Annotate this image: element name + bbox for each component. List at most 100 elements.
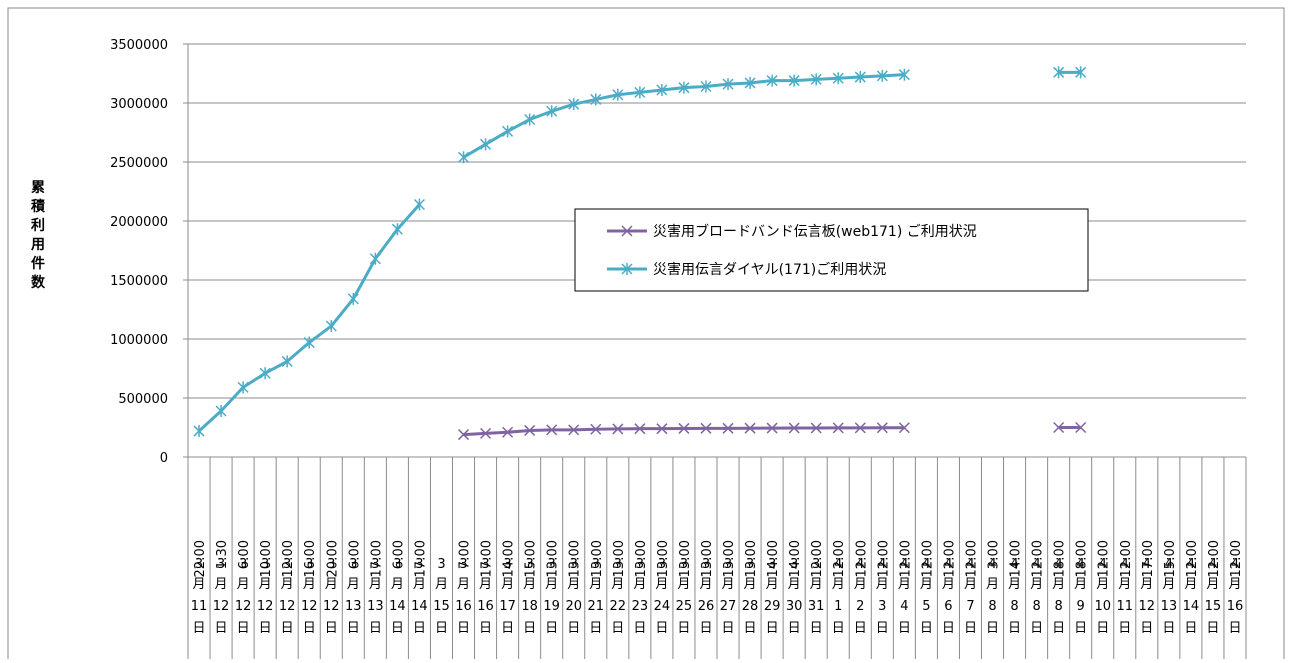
x-tick-day-suffix: 日 xyxy=(237,621,250,636)
data-point xyxy=(656,84,668,97)
x-tick-time-label: 12:00 xyxy=(854,540,869,577)
x-tick-month-suffix: 月 xyxy=(722,577,735,592)
data-point xyxy=(612,423,624,435)
data-point xyxy=(281,355,293,368)
x-tick-month-number: 4 xyxy=(1165,557,1173,572)
data-point-stroke xyxy=(876,422,888,434)
data-point xyxy=(810,422,822,434)
x-tick-time-label: 3:00 xyxy=(987,540,1002,569)
x-tick-day-suffix: 日 xyxy=(1096,621,1109,636)
data-point-stroke xyxy=(810,422,822,434)
x-tick-day-suffix: 日 xyxy=(1184,621,1197,636)
data-point xyxy=(303,336,315,349)
x-tick-month-suffix: 月 xyxy=(788,577,801,592)
data-point xyxy=(480,138,492,151)
data-point xyxy=(237,381,249,394)
x-tick-time-label: 12:00 xyxy=(898,540,913,577)
x-axis: 22:003月11日1:303月12日6:003月12日10:003月12日12… xyxy=(187,456,1247,659)
legend-box xyxy=(574,208,1089,292)
data-point xyxy=(457,429,470,441)
x-tick-day-number: 8 xyxy=(1010,599,1018,614)
x-tick-month-suffix: 月 xyxy=(237,577,250,592)
y-axis-label-char: 累 xyxy=(31,180,45,196)
x-tick-month-number: 3 xyxy=(702,557,710,572)
data-point-stroke xyxy=(898,422,910,434)
x-tick-day-suffix: 日 xyxy=(1162,621,1175,636)
x-tick-time-label: 13:00 xyxy=(546,540,561,577)
data-point xyxy=(678,81,690,94)
x-tick-month-suffix: 月 xyxy=(766,577,779,592)
x-tick-month-suffix: 月 xyxy=(964,577,977,592)
data-point xyxy=(347,292,359,305)
x-tick-month-number: 3 xyxy=(658,557,666,572)
x-tick-day-suffix: 日 xyxy=(832,621,845,636)
x-tick-month-number: 4 xyxy=(1099,557,1107,572)
x-tick-day-number: 7 xyxy=(966,599,974,614)
data-point xyxy=(876,422,888,434)
x-tick-day-suffix: 日 xyxy=(259,621,272,636)
x-tick-month-suffix: 月 xyxy=(413,577,426,592)
x-tick-month-suffix: 月 xyxy=(479,577,492,592)
y-axis-label-char: 利 xyxy=(31,217,45,234)
data-point xyxy=(788,422,800,434)
y-tick-label: 3000000 xyxy=(110,97,168,112)
x-tick-month-suffix: 月 xyxy=(1118,577,1131,592)
x-tick-day-number: 5 xyxy=(922,599,930,614)
x-tick-day-suffix: 日 xyxy=(215,621,228,636)
x-tick-day-suffix: 日 xyxy=(435,621,448,636)
x-tick-month-number: 3 xyxy=(812,557,820,572)
x-tick-day-suffix: 日 xyxy=(788,621,801,636)
data-point xyxy=(788,74,800,87)
x-tick-month-suffix: 月 xyxy=(677,577,690,592)
x-tick-day-suffix: 日 xyxy=(766,621,779,636)
x-tick-month-suffix: 月 xyxy=(391,577,404,592)
data-point-stroke xyxy=(568,424,580,436)
data-point xyxy=(524,113,536,126)
data-point xyxy=(1075,66,1087,79)
x-tick-time-label: 10:00 xyxy=(259,540,274,577)
data-point-stroke xyxy=(1053,421,1065,434)
x-tick-month-suffix: 月 xyxy=(920,577,933,592)
data-point xyxy=(259,367,271,380)
data-point xyxy=(524,424,536,436)
x-tick-day-suffix: 日 xyxy=(898,621,911,636)
x-tick-day-suffix: 日 xyxy=(545,621,558,636)
x-tick-month-suffix: 月 xyxy=(435,577,448,592)
x-tick-month-suffix: 月 xyxy=(281,577,294,592)
x-tick-time-label: 12:00 xyxy=(1229,540,1244,577)
x-tick-month-suffix: 月 xyxy=(369,577,382,592)
x-tick-month-number: 4 xyxy=(900,557,908,572)
x-tick-day-suffix: 日 xyxy=(281,621,294,636)
data-point-stroke xyxy=(744,422,756,434)
x-tick-day-suffix: 日 xyxy=(1118,621,1131,636)
x-tick-month-suffix: 月 xyxy=(611,577,624,592)
x-tick-month-number: 4 xyxy=(1143,557,1151,572)
x-tick-day-number: 11 xyxy=(191,599,208,614)
x-tick-day-number: 12 xyxy=(1139,599,1156,614)
x-tick-month-number: 4 xyxy=(1032,557,1040,572)
legend-swatch-marker xyxy=(621,263,633,275)
x-tick-time-label: 12:00 xyxy=(1031,540,1046,577)
x-tick-day-number: 2 xyxy=(856,599,864,614)
x-tick-month-suffix: 月 xyxy=(854,577,867,592)
x-tick-time-label: 6:00 xyxy=(347,540,362,569)
y-tick-label: 3500000 xyxy=(110,38,168,53)
x-tick-month-suffix: 月 xyxy=(215,577,228,592)
y-tick-label: 2500000 xyxy=(110,156,168,171)
x-tick-month-number: 3 xyxy=(195,557,203,572)
x-tick-day-number: 31 xyxy=(808,599,825,614)
data-point xyxy=(854,422,866,434)
y-tick-label: 1500000 xyxy=(110,274,168,289)
x-tick-day-suffix: 日 xyxy=(655,621,668,636)
x-tick-month-number: 4 xyxy=(834,557,842,572)
data-point xyxy=(656,423,668,435)
x-tick-day-suffix: 日 xyxy=(722,621,735,636)
x-tick-day-number: 20 xyxy=(565,599,582,614)
x-tick-day-number: 13 xyxy=(367,599,384,614)
x-tick-month-number: 4 xyxy=(988,557,996,572)
data-point-stroke xyxy=(700,422,712,434)
x-tick-time-label: 17:00 xyxy=(1141,540,1156,577)
data-point xyxy=(457,151,470,164)
x-tick-day-number: 27 xyxy=(720,599,737,614)
data-point xyxy=(590,93,602,106)
